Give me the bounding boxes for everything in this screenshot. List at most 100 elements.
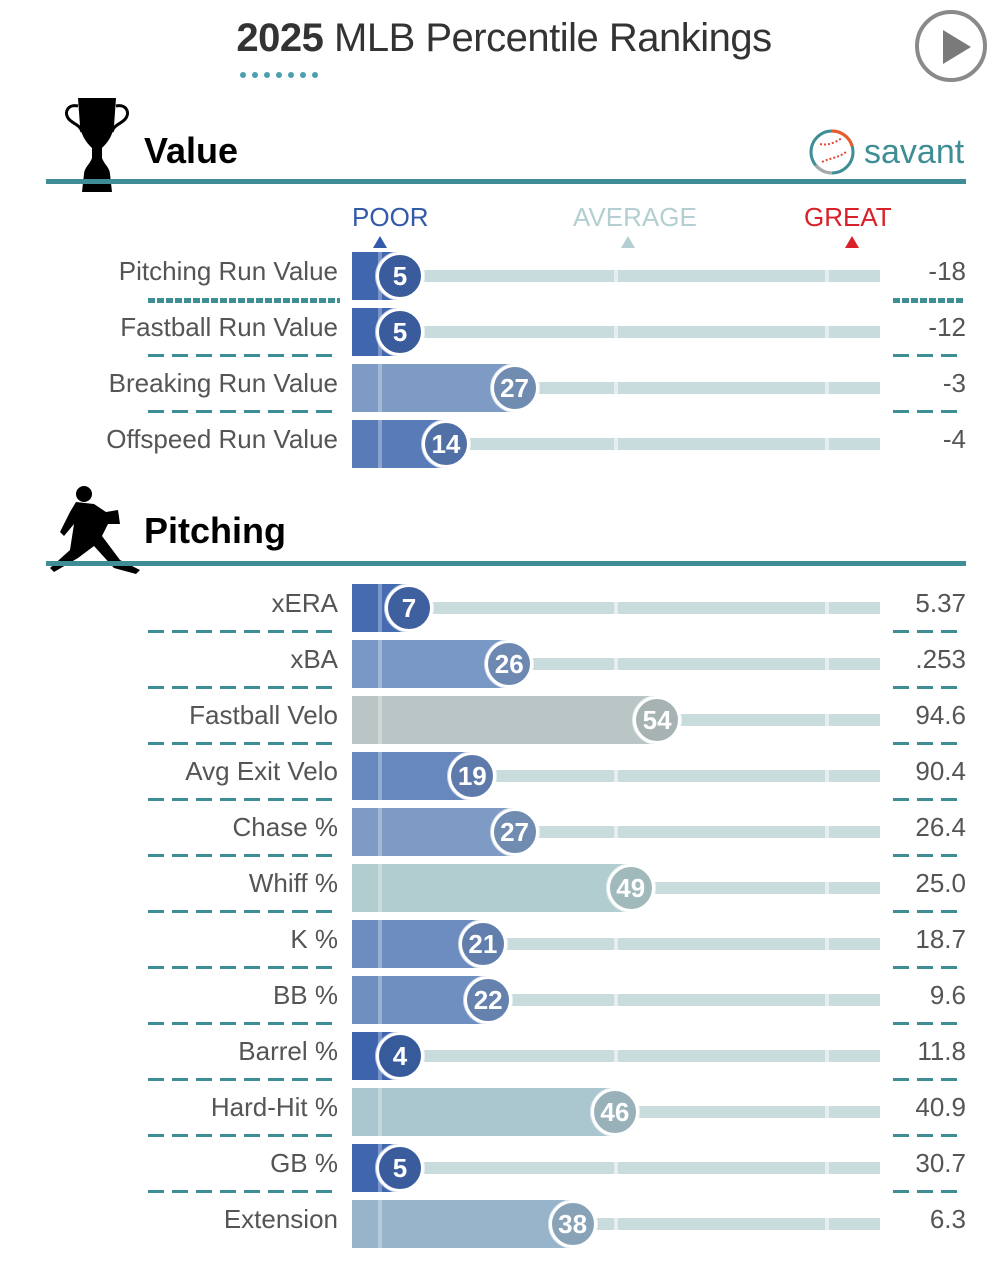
metric-label: Fastball Velo <box>189 700 338 730</box>
row-separator <box>148 798 340 801</box>
play-button[interactable] <box>915 10 987 82</box>
metric-row[interactable]: Extension 38 6.3 <box>0 1196 1008 1252</box>
metric-label: Extension <box>223 1204 338 1234</box>
metric-row[interactable]: Avg Exit Velo 19 90.4 <box>0 748 1008 804</box>
metric-label: Pitching Run Value <box>118 256 338 286</box>
metric-row[interactable]: Whiff % 49 25.0 <box>0 860 1008 916</box>
metric-row[interactable]: K % 21 18.7 <box>0 916 1008 972</box>
page-title: 2025 MLB Percentile Rankings <box>0 16 1008 61</box>
percentile-badge: 5 <box>376 1144 424 1192</box>
row-separator <box>148 298 340 303</box>
row-separator <box>148 966 340 969</box>
row-separator <box>148 686 340 689</box>
track-tick <box>825 270 830 282</box>
stat-value: 90.4 <box>915 756 966 786</box>
stat-value: -4 <box>942 424 966 454</box>
row-separator <box>893 1190 965 1193</box>
row-separator <box>893 354 965 357</box>
track-tick <box>825 1050 830 1062</box>
metric-row[interactable]: Offspeed Run Value 14 -4 <box>0 416 1008 472</box>
row-separator <box>893 798 965 801</box>
metric-label: BB % <box>272 980 338 1010</box>
stat-value: 94.6 <box>915 700 966 730</box>
row-separator <box>148 410 340 413</box>
stat-value: 6.3 <box>929 1204 966 1234</box>
row-separator <box>893 410 965 413</box>
metric-label: Avg Exit Velo <box>185 756 338 786</box>
track-tick <box>825 994 830 1006</box>
track-tick <box>614 270 618 282</box>
trophy-icon <box>64 98 130 192</box>
percentile-track <box>352 602 880 614</box>
percentile-badge: 7 <box>384 584 433 632</box>
percentile-bar <box>352 864 631 912</box>
bar-tick <box>378 1088 382 1136</box>
track-tick <box>825 826 830 838</box>
track-tick <box>614 658 618 670</box>
metric-row[interactable]: Fastball Velo 54 94.6 <box>0 692 1008 748</box>
percentile-badge: 4 <box>376 1032 424 1080</box>
track-tick <box>614 326 618 338</box>
percentile-badge: 26 <box>485 640 534 688</box>
track-tick <box>614 770 618 782</box>
percentile-bar <box>352 1088 615 1136</box>
row-separator <box>148 354 340 357</box>
legend-poor: POOR <box>352 202 429 232</box>
percentile-bar <box>352 808 515 856</box>
bar-tick <box>378 364 382 412</box>
metric-label: xBA <box>290 644 338 674</box>
bar-tick <box>378 640 382 688</box>
track-tick <box>614 382 618 394</box>
percentile-bar <box>352 640 510 688</box>
track-tick <box>825 602 830 614</box>
track-tick <box>825 938 830 950</box>
bar-tick <box>378 584 382 632</box>
percentile-track <box>352 1162 880 1174</box>
metric-row[interactable]: Fastball Run Value 5 -12 <box>0 304 1008 360</box>
bar-tick <box>378 1200 382 1248</box>
savant-logo[interactable]: savant <box>808 128 964 176</box>
metric-row[interactable]: Pitching Run Value 5 -18 <box>0 248 1008 304</box>
row-separator <box>893 298 965 303</box>
metric-label: Fastball Run Value <box>120 312 338 342</box>
percentile-badge: 5 <box>376 308 424 356</box>
value-section-title: Value <box>144 130 239 171</box>
metric-row[interactable]: BB % 22 9.6 <box>0 972 1008 1028</box>
track-tick <box>825 882 830 894</box>
metric-row[interactable]: GB % 5 30.7 <box>0 1140 1008 1196</box>
bar-tick <box>378 752 382 800</box>
row-separator <box>893 854 965 857</box>
metric-row[interactable]: xBA 26 .253 <box>0 636 1008 692</box>
percentile-badge: 21 <box>458 920 507 968</box>
percentile-track <box>352 438 880 450</box>
bar-tick <box>378 976 382 1024</box>
stat-value: -3 <box>942 368 966 398</box>
metric-row[interactable]: Barrel % 4 11.8 <box>0 1028 1008 1084</box>
stat-value: -12 <box>928 312 966 342</box>
percentile-track <box>352 1050 880 1062</box>
metric-row[interactable]: Hard-Hit % 46 40.9 <box>0 1084 1008 1140</box>
track-tick <box>614 438 618 450</box>
row-separator <box>893 910 965 913</box>
row-separator <box>148 1190 340 1193</box>
row-separator <box>893 1078 965 1081</box>
percentile-badge: 22 <box>464 976 513 1024</box>
metric-row[interactable]: Chase % 27 26.4 <box>0 804 1008 860</box>
percentile-bar <box>352 696 658 744</box>
metric-row[interactable]: xERA 7 5.37 <box>0 580 1008 636</box>
track-tick <box>825 1218 830 1230</box>
stat-value: 30.7 <box>915 1148 966 1178</box>
legend-poor-marker <box>373 236 387 248</box>
percentile-badge: 27 <box>490 364 539 412</box>
section-divider <box>46 561 966 566</box>
metric-label: Barrel % <box>238 1036 338 1066</box>
row-separator <box>148 1022 340 1025</box>
percentile-badge: 54 <box>633 696 682 744</box>
percentile-badge: 46 <box>590 1088 639 1136</box>
metric-row[interactable]: Breaking Run Value 27 -3 <box>0 360 1008 416</box>
bar-tick <box>378 696 382 744</box>
stat-value: 18.7 <box>915 924 966 954</box>
track-tick <box>614 994 618 1006</box>
pitching-section-header: Pitching <box>46 480 966 574</box>
percentile-track <box>352 270 880 282</box>
